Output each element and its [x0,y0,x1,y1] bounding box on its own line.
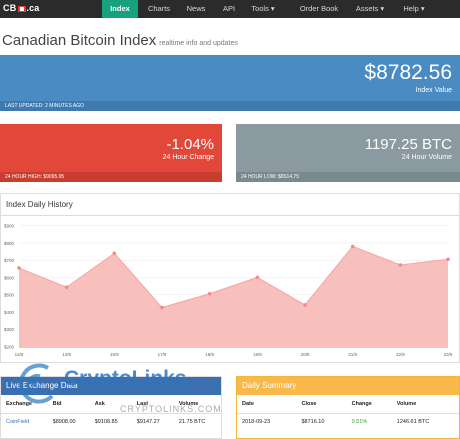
data-point[interactable] [160,305,164,310]
history-chart-title: Index Daily History [1,194,459,216]
daily-col-close: Close [296,395,347,414]
daily-summary-table: Date Close Change Volume 2018-09-23 $871… [237,395,459,430]
page-subtitle: realtime info and updates [159,40,238,47]
exchange-col-bid: Bid [47,395,90,414]
high-24h: 24 HOUR HIGH: $9095.95 [0,172,222,182]
index-value-panel: $8782.56 Index Value LAST UPDATED: 2 MIN… [0,55,460,111]
y-tick-label: $600 [4,275,15,280]
data-point[interactable] [207,291,212,296]
canada-flag-icon [18,5,27,12]
change-label: 24 Hour Change [162,154,214,161]
last-updated: LAST UPDATED: 2 MINUTES AGO [0,101,460,111]
daily-close: $8716.10 [301,419,325,425]
data-point[interactable] [303,303,307,307]
low-24h: 24 HOUR LOW: $8514.75 [236,172,460,182]
daily-summary-panel: Daily Summary Date Close Change Volume 2… [236,376,460,439]
x-tick-label: 18/9 [205,352,214,357]
series-area [19,246,448,348]
exchange-col-ask: Ask [89,395,132,414]
nav-news[interactable]: News [186,4,206,13]
nav-index[interactable]: Index [102,0,138,18]
watermark-subtext: CRYPTOLINKS.COM [120,404,222,414]
exchange-col-last: Last [131,395,174,414]
index-value: $8782.56 [364,61,452,84]
top-navbar: CB .ca Index Charts News API Tools ▾ Orde… [0,0,460,18]
x-tick-label: 15/9 [110,352,119,357]
x-tick-label: 12/9 [15,352,24,357]
data-point[interactable] [255,275,260,280]
exchange-volume: 21.75 BTC [178,419,206,425]
nav-charts[interactable]: Charts [147,4,171,13]
daily-date: 2018-09-23 [242,419,271,425]
y-tick-label: $200 [4,344,15,349]
exchange-col-exchange: Exchange [1,395,48,414]
exchange-link[interactable]: CoinField [6,419,30,425]
x-tick-label: 17/9 [158,352,167,357]
x-tick-label: 13/9 [62,352,71,357]
x-tick-label: 21/9 [348,352,357,357]
y-tick-label: $400 [4,310,15,315]
nav-assets[interactable]: Assets ▾ [355,4,385,13]
x-tick-label: 23/9 [444,352,453,357]
data-point[interactable] [64,285,69,290]
daily-col-volume: Volume [391,395,459,414]
data-point[interactable] [446,257,450,262]
table-row: CoinField $8908.00 $9108.85 $9147.27 21.… [1,414,221,431]
brand-suffix: .ca [26,3,40,13]
volume-label: 24 Hour Volume [401,154,452,161]
change-value: -1.04% [166,136,214,153]
brand-logo[interactable]: CB .ca [3,3,40,13]
data-point[interactable] [17,266,21,270]
data-point[interactable] [112,251,117,256]
volume-value: 1197.25 BTC [364,136,452,153]
data-point[interactable] [350,244,355,249]
y-tick-label: $800 [4,241,15,246]
data-point[interactable] [398,263,403,267]
change-panel: -1.04% 24 Hour Change 24 HOUR HIGH: $909… [0,124,222,182]
watermark-text: CryptoLinks [64,367,187,390]
nav-tools[interactable]: Tools ▾ [251,4,275,13]
exchange-last: $9147.27 [136,419,160,425]
y-tick-label: $700 [4,258,15,263]
daily-change: 0.51% [351,419,368,425]
table-row: 2018-09-23 $8716.10 0.51% 1246.61 BTC [237,414,459,431]
nav-api[interactable]: API [222,4,236,13]
daily-col-date: Date [237,395,297,414]
daily-volume: 1246.61 BTC [396,419,430,425]
daily-col-change: Change [346,395,392,414]
brand-name: CB [3,3,17,13]
page-title-text: Canadian Bitcoin Index [2,32,157,49]
y-tick-label: $500 [4,293,15,298]
history-chart-panel: Index Daily History $900 $800 $700 $600 $500… [0,193,460,363]
volume-panel: 1197.25 BTC 24 Hour Volume 24 HOUR LOW: … [236,124,460,182]
nav-order-book[interactable]: Order Book [299,4,339,13]
page-title: Canadian Bitcoin Index realtime info and … [2,32,238,49]
exchange-ask: $9108.85 [94,419,118,425]
exchange-bid: $8908.00 [52,419,76,425]
nav-help[interactable]: Help ▾ [403,4,425,13]
x-tick-label: 19/9 [253,352,262,357]
x-tick-label: 22/9 [396,352,405,357]
y-tick-label: $900 [4,224,15,229]
index-value-label: Index Value [415,87,452,94]
series-line [18,245,449,309]
x-tick-label: 20/9 [301,352,310,357]
exchange-col-volume: Volume [173,395,221,414]
y-tick-label: $300 [4,327,15,332]
daily-summary-title: Daily Summary [237,377,459,395]
